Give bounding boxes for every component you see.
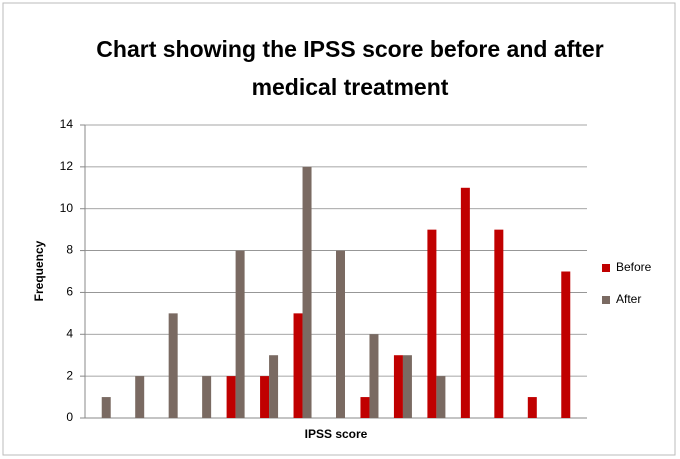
bar: [260, 376, 270, 418]
y-tick-label: 4: [66, 326, 73, 340]
bar: [427, 229, 437, 418]
y-tick-label: 14: [60, 117, 74, 131]
bar: [235, 250, 245, 418]
chart-title: Chart showing the IPSS score before and …: [96, 36, 604, 100]
x-axis-label: IPSS score: [305, 427, 368, 441]
bar: [302, 166, 312, 418]
bar: [336, 250, 345, 418]
legend-label: After: [616, 292, 641, 306]
bar: [436, 376, 446, 418]
y-tick-label: 12: [60, 159, 74, 173]
bar: [369, 334, 379, 418]
y-tick-label: 0: [66, 410, 73, 424]
bar: [402, 355, 412, 418]
bar: [101, 397, 111, 418]
y-tick-label: 8: [66, 243, 73, 257]
bar: [561, 271, 571, 418]
bar: [269, 355, 279, 418]
bar: [202, 376, 212, 418]
bar: [168, 313, 178, 418]
bar: [460, 187, 470, 418]
bar: [393, 355, 403, 418]
bar: [293, 313, 303, 418]
legend-swatch: [602, 296, 610, 304]
bar: [135, 376, 145, 418]
y-tick-label: 10: [60, 201, 74, 215]
bar: [494, 229, 504, 418]
bar: [360, 397, 370, 418]
y-axis-label: Frequency: [32, 240, 46, 301]
legend-label: Before: [616, 260, 652, 274]
bar: [527, 397, 537, 418]
y-tick-label: 2: [66, 368, 73, 382]
legend-swatch: [602, 264, 610, 272]
y-tick-label: 6: [66, 285, 73, 299]
bar: [226, 376, 236, 418]
